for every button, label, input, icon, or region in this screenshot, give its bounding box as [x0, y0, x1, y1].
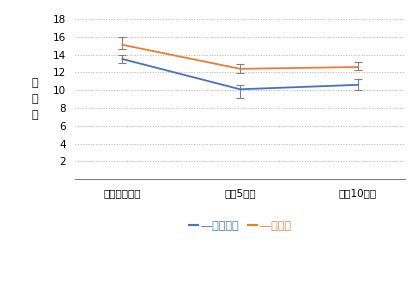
Y-axis label: 血
流
量: 血 流 量 [32, 78, 38, 120]
Legend: ―プラセボ, ―アムラ: ―プラセボ, ―アムラ [185, 217, 296, 236]
